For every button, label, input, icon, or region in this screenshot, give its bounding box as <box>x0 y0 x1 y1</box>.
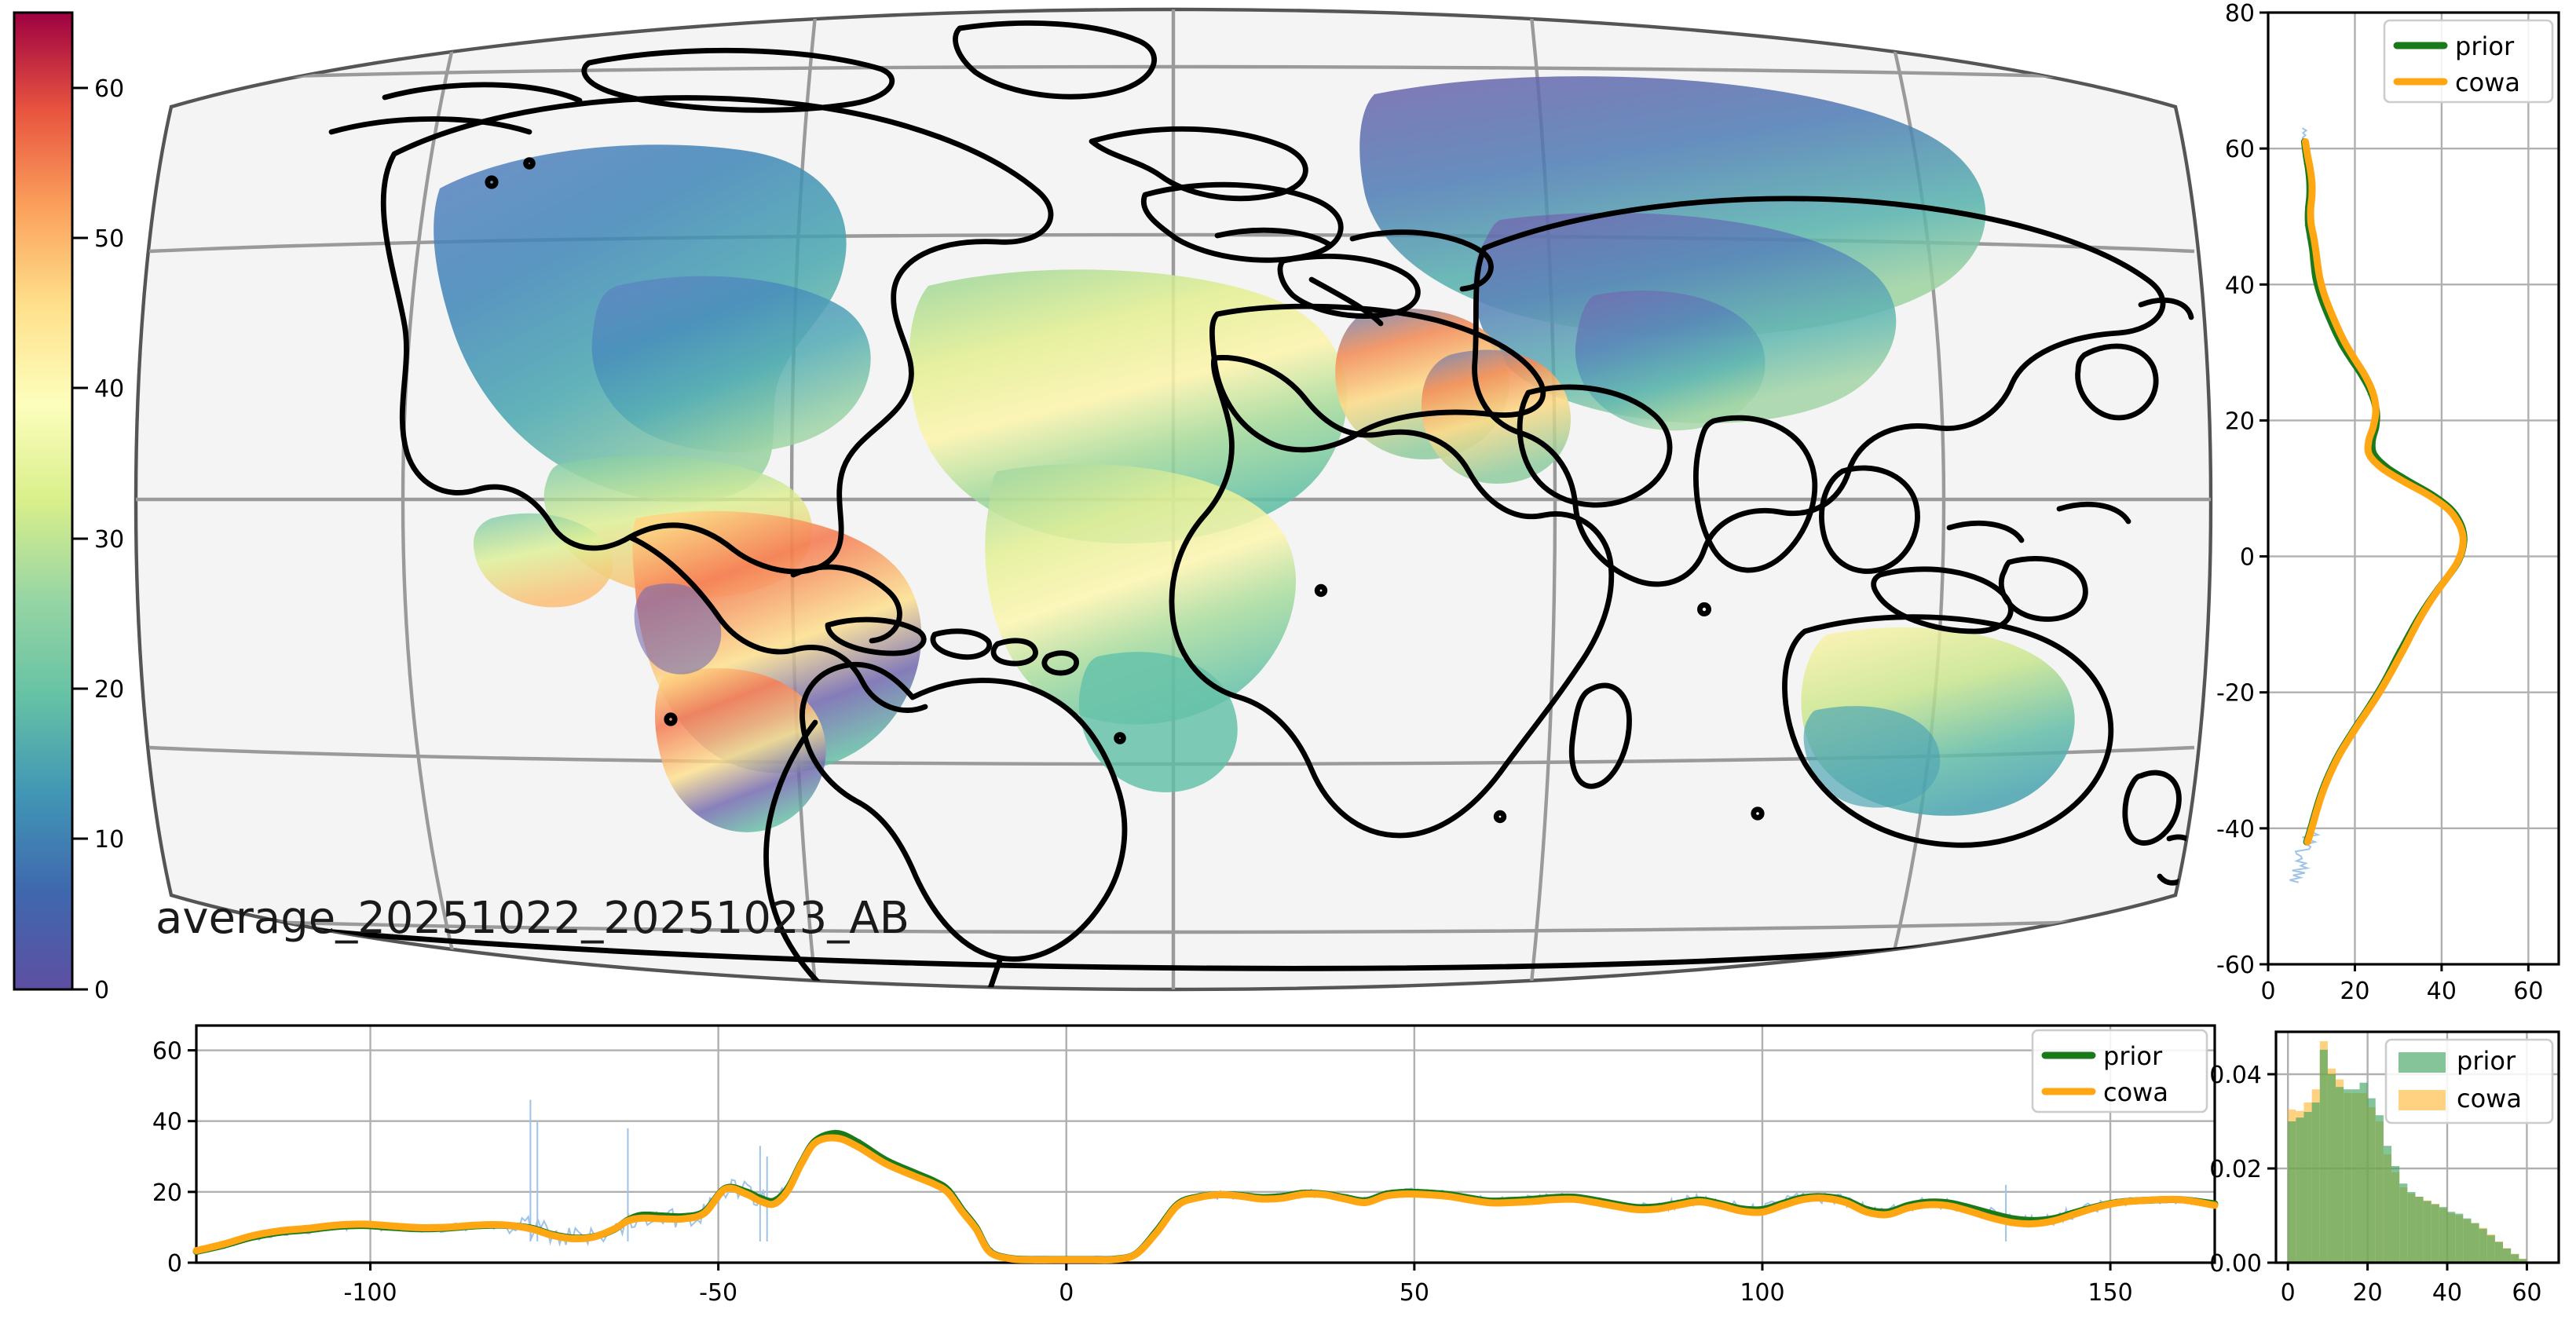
lon-ytick-20: 20 <box>152 1179 182 1207</box>
histogram-bar-prior <box>2447 1212 2456 1263</box>
longitude-series-cowa <box>192 1134 2219 1264</box>
histogram-bars <box>2288 1041 2535 1263</box>
hist-ytick-1: 0.02 <box>2209 1156 2262 1183</box>
colorbar-tick-0: 0 <box>94 977 109 1004</box>
hist-xtick-20: 20 <box>2353 1279 2383 1307</box>
lat-ytick--20: -20 <box>2216 680 2255 708</box>
lon-ytick-40: 40 <box>152 1109 182 1136</box>
histogram-bar-prior <box>2455 1213 2464 1263</box>
histogram-bar-prior <box>2367 1098 2376 1263</box>
colorbar-tick-10: 10 <box>94 826 124 854</box>
lat-ytick-60: 60 <box>2225 136 2255 163</box>
colorbar-tick-50: 50 <box>94 225 124 253</box>
lon-ytick-60: 60 <box>152 1038 182 1066</box>
longitude-raw-observations <box>196 1099 2214 1262</box>
longitude-legend-cowa: cowa <box>2103 1077 2168 1107</box>
histogram-legend-prior: prior <box>2457 1046 2516 1076</box>
histogram-bar-prior <box>2327 1074 2336 1263</box>
lat-xtick-0: 0 <box>2260 978 2275 1005</box>
histogram-bar-prior <box>2319 1049 2328 1263</box>
colorbar-gradient <box>13 11 74 991</box>
hist-xtick-60: 60 <box>2512 1279 2541 1307</box>
lon-ytick-0: 0 <box>167 1250 182 1278</box>
histogram-bar-prior <box>2431 1204 2439 1263</box>
histogram-bar-prior <box>2519 1259 2527 1263</box>
histogram-bar-prior <box>2399 1183 2408 1263</box>
map-annotation-label: average_20251022_20251023_AB <box>156 893 909 944</box>
histogram-bar-prior <box>2351 1089 2360 1263</box>
lat-xtick-20: 20 <box>2340 978 2369 1005</box>
histogram-bar-prior <box>2503 1249 2512 1263</box>
colorbar-tick-30: 30 <box>94 526 124 554</box>
histogram-bar-prior <box>2423 1201 2431 1263</box>
histogram-bar-prior <box>2383 1146 2392 1263</box>
world-map-panel: average_20251022_20251023_AB <box>118 0 2230 997</box>
colorbar-tick-60: 60 <box>94 75 124 103</box>
latitude-legend-prior: prior <box>2455 31 2515 61</box>
latitude-profile-panel: 0 20 40 60 -60 -40 -20 0 20 40 60 80 prior cowa <box>2216 0 2576 1013</box>
histogram-bar-prior <box>2375 1115 2384 1263</box>
colorbar-ticks <box>72 86 88 991</box>
histogram-legend-cowa: cowa <box>2457 1084 2522 1113</box>
lon-xtick--50: -50 <box>699 1279 737 1307</box>
longitude-profile-axes: -100 -50 0 50 100 150 0 20 40 60 <box>152 1024 2216 1307</box>
longitude-legend-prior: prior <box>2103 1041 2163 1071</box>
hist-xtick-0: 0 <box>2281 1279 2296 1307</box>
lon-xtick-100: 100 <box>1740 1279 1784 1307</box>
histogram-bar-prior <box>2471 1223 2479 1263</box>
histogram-bar-prior <box>2415 1197 2424 1263</box>
latitude-series-prior <box>2300 137 2468 846</box>
hist-xtick-40: 40 <box>2432 1279 2462 1307</box>
lat-ytick--40: -40 <box>2216 816 2255 843</box>
lat-ytick-80: 80 <box>2225 0 2255 27</box>
histogram-bar-prior <box>2479 1228 2487 1263</box>
histogram-legend: prior cowa <box>2384 1038 2554 1124</box>
colorbar-tick-20: 20 <box>94 676 124 704</box>
lat-xtick-60: 60 <box>2513 978 2543 1005</box>
lat-xtick-40: 40 <box>2427 978 2457 1005</box>
histogram-bar-prior <box>2391 1166 2400 1263</box>
lat-ytick-0: 0 <box>2240 544 2255 572</box>
hist-ytick-2: 0.04 <box>2209 1062 2262 1089</box>
colorbar-tick-40: 40 <box>94 375 124 403</box>
colorbar-tick-labels: 0 10 20 30 40 50 60 <box>94 75 124 1004</box>
histogram-ticks: 0 20 40 60 0.00 0.02 0.04 <box>2209 1062 2541 1307</box>
lat-ytick--60: -60 <box>2216 952 2255 979</box>
lon-xtick--100: -100 <box>344 1279 397 1307</box>
histogram-bar-prior <box>2296 1117 2304 1263</box>
histogram-bar-prior <box>2463 1218 2472 1263</box>
hist-ytick-0: 0.00 <box>2209 1250 2262 1278</box>
histogram-bar-prior <box>2486 1235 2495 1263</box>
histogram-bar-prior <box>2511 1254 2519 1263</box>
latitude-profile-axes: 0 20 40 60 -60 -40 -20 0 20 40 60 80 <box>2216 0 2560 1005</box>
latitude-legend: prior cowa <box>2383 19 2554 104</box>
lat-ytick-20: 20 <box>2225 408 2255 435</box>
histogram-bar-prior <box>2344 1089 2352 1263</box>
histogram-bar-prior <box>2303 1112 2312 1263</box>
histogram-bar-prior <box>2311 1102 2320 1263</box>
map-coastlines <box>209 20 2199 989</box>
lon-xtick-0: 0 <box>1059 1279 1074 1307</box>
map-data-overlay <box>434 76 2075 832</box>
histogram-bar-prior <box>2494 1241 2504 1263</box>
lon-xtick-150: 150 <box>2088 1279 2132 1307</box>
histogram-bar-prior <box>2359 1082 2368 1263</box>
histogram-bar-prior <box>2439 1207 2448 1263</box>
histogram-panel: 0 20 40 60 0.00 0.02 0.04 prior cowa <box>2209 1013 2576 1331</box>
lon-xtick-50: 50 <box>1400 1279 1429 1307</box>
histogram-bar-prior <box>2407 1192 2416 1263</box>
colorbar-panel: 0 10 20 30 40 50 60 [kg/m²] <box>0 0 165 1013</box>
histogram-bar-prior <box>2288 1121 2296 1263</box>
lat-ytick-40: 40 <box>2225 272 2255 299</box>
latitude-series-cowa <box>2301 137 2467 846</box>
latitude-legend-cowa: cowa <box>2455 68 2520 97</box>
longitude-profile-panel: -100 -50 0 50 100 150 0 20 40 60 prior cowa <box>102 1013 2230 1331</box>
histogram-bar-prior <box>2336 1087 2344 1263</box>
longitude-legend: prior cowa <box>2031 1029 2208 1113</box>
